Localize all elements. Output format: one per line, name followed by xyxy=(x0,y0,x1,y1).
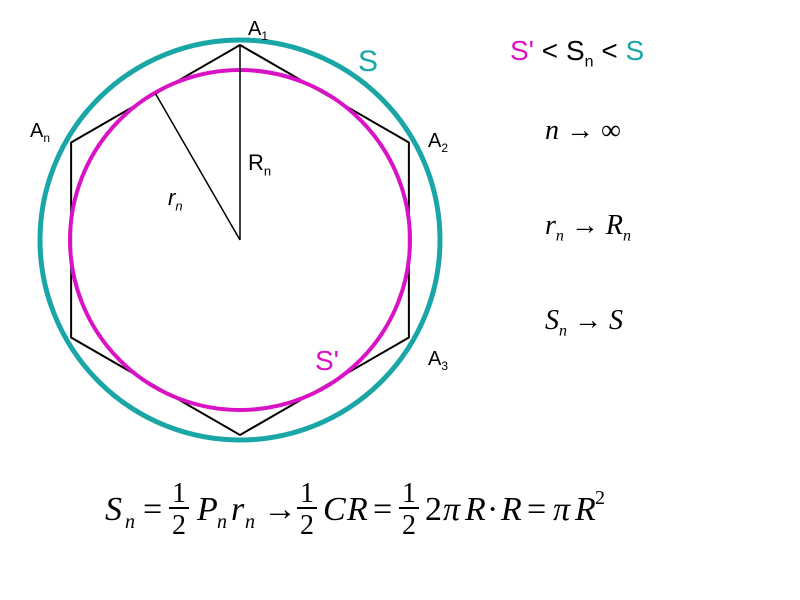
svg-text:2: 2 xyxy=(595,487,605,509)
area-formula: Sn=12Pnrn→12CR=122πR·R=πR2 xyxy=(105,470,665,550)
svg-text:=: = xyxy=(527,491,546,528)
svg-text:n: n xyxy=(125,511,135,533)
outer-circle-s-label: S xyxy=(358,45,378,79)
svg-text:R: R xyxy=(500,491,522,528)
svg-text:C: C xyxy=(323,491,346,528)
vertex-label-a2: A2 xyxy=(428,130,448,155)
limit-relation-n: n → ∞ xyxy=(545,115,621,147)
svg-text:2: 2 xyxy=(300,510,314,541)
vertex-label-a1: A1 xyxy=(248,18,268,43)
limit-relation-r: rn → Rn xyxy=(545,210,631,246)
svg-text:2: 2 xyxy=(425,491,442,528)
limit-relation-s: Sn → S xyxy=(545,305,623,341)
svg-text:→: → xyxy=(263,491,297,528)
vertex-label-an: An xyxy=(30,120,50,145)
svg-text:π: π xyxy=(443,491,461,528)
svg-text:=: = xyxy=(373,491,392,528)
svg-text:=: = xyxy=(143,491,162,528)
geometry-diagram xyxy=(0,0,500,470)
radius-label-big-r: Rn xyxy=(248,150,271,178)
radius-label-small-r: rn xyxy=(168,185,183,213)
svg-text:R: R xyxy=(574,491,596,528)
svg-text:R: R xyxy=(346,491,368,528)
svg-text:P: P xyxy=(196,491,218,528)
inequality-expression: S' < Sn < S xyxy=(510,35,644,72)
svg-text:·: · xyxy=(487,491,498,528)
svg-text:1: 1 xyxy=(402,478,416,509)
svg-text:R: R xyxy=(464,491,486,528)
svg-text:1: 1 xyxy=(172,478,186,509)
svg-text:π: π xyxy=(553,491,571,528)
svg-text:1: 1 xyxy=(300,478,314,509)
svg-text:S: S xyxy=(105,491,122,528)
inner-circle-s-label: S' xyxy=(315,345,339,377)
svg-text:r: r xyxy=(231,491,245,528)
svg-text:2: 2 xyxy=(172,510,186,541)
vertex-label-a3: A3 xyxy=(428,348,448,373)
svg-text:2: 2 xyxy=(402,510,416,541)
svg-text:n: n xyxy=(217,511,227,533)
svg-text:n: n xyxy=(245,511,255,533)
